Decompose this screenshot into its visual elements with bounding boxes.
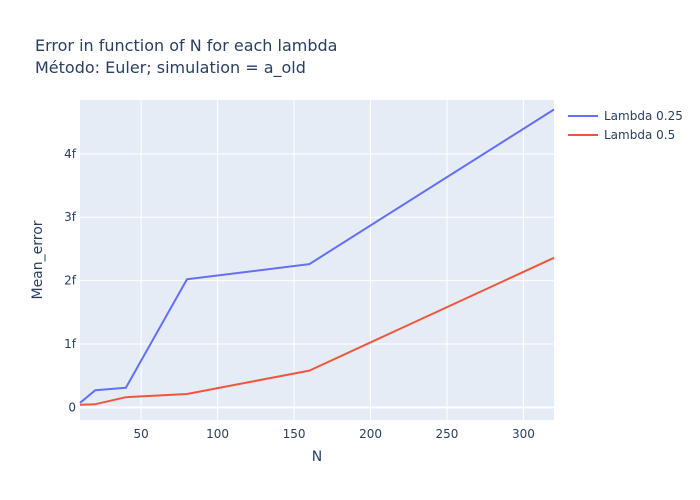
x-tick-label: 150 [283, 427, 306, 441]
legend-label: Lambda 0.5 [604, 128, 675, 142]
series-line-1 [79, 256, 555, 406]
x-tick-label: 300 [512, 427, 535, 441]
chart-subtitle: Método: Euler; simulation = a_old [35, 58, 306, 78]
y-tick-label: 0 [68, 400, 76, 414]
x-axis-ticks: 50 100 150 200 250 300 [134, 427, 535, 441]
chart-title: Error in function of N for each lambda [35, 36, 337, 55]
x-tick-label: 50 [134, 427, 149, 441]
y-axis-ticks: 0 1f 2f 3f 4f [64, 147, 77, 414]
x-gridlines [140, 100, 524, 420]
x-tick-label: 200 [359, 427, 382, 441]
series-line-0 [79, 108, 555, 404]
x-tick-label: 250 [436, 427, 459, 441]
x-tick-label: 100 [206, 427, 229, 441]
y-tick-label: 1f [64, 337, 77, 351]
y-tick-label: 4f [64, 147, 77, 161]
y-tick-label: 3f [64, 210, 77, 224]
legend: Lambda 0.25 Lambda 0.5 [568, 109, 683, 142]
x-axis-title: N [312, 449, 322, 465]
y-gridlines [80, 153, 554, 409]
series-lines [79, 108, 555, 406]
y-axis-title: Mean_error [30, 220, 46, 299]
y-tick-label: 2f [64, 274, 77, 288]
legend-label: Lambda 0.25 [604, 109, 683, 123]
